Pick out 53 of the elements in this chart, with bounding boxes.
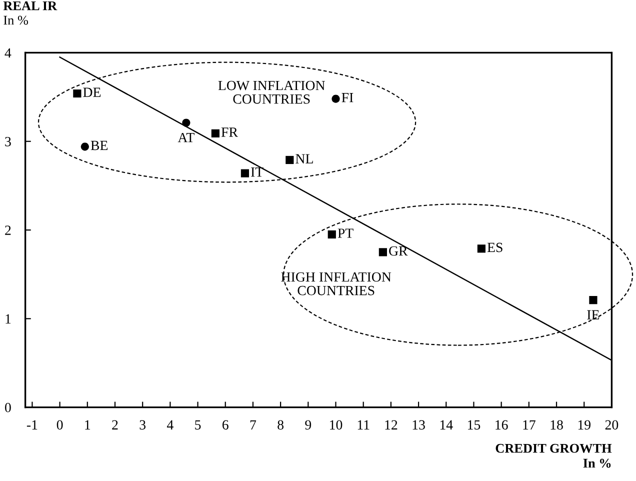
x-tick-label: 0 bbox=[56, 420, 63, 430]
annotation: LOW INFLATION COUNTRIES bbox=[218, 80, 325, 104]
y-tick-label: 3 bbox=[5, 136, 11, 146]
annotation: GR bbox=[389, 246, 408, 256]
x-tick-label: 16 bbox=[496, 420, 508, 430]
x-tick-label: 18 bbox=[550, 420, 563, 430]
annotation: DE bbox=[83, 88, 101, 97]
annotation: ES bbox=[487, 242, 502, 252]
y-tick-label: 2 bbox=[5, 226, 11, 235]
point bbox=[477, 244, 486, 253]
point bbox=[182, 118, 190, 127]
y-tick-label: 0 bbox=[5, 402, 11, 412]
y-axis-title: REAL IR In % bbox=[3, 1, 58, 25]
x-tick-label: 13 bbox=[412, 420, 425, 430]
x-tick-label: 19 bbox=[578, 420, 590, 430]
x-tick-label: 2 bbox=[112, 420, 118, 430]
point bbox=[211, 129, 220, 138]
x-tick-label: 3 bbox=[140, 420, 146, 430]
annotation: PT bbox=[338, 228, 354, 238]
point bbox=[80, 142, 89, 151]
x-tick-label: 7 bbox=[250, 420, 256, 430]
point bbox=[332, 94, 340, 103]
x-tick-label: 1 bbox=[85, 420, 90, 430]
annotation: FI bbox=[342, 93, 354, 102]
x-tick-label: 6 bbox=[222, 420, 228, 430]
x-tick-label: 5 bbox=[195, 420, 201, 430]
x-axis-title: CREDIT GROWTH In % bbox=[496, 444, 612, 468]
x-tick-label: -1 bbox=[26, 420, 38, 430]
annotation: AT bbox=[178, 132, 194, 142]
x-tick-label: 10 bbox=[330, 420, 342, 430]
annotation: FR bbox=[221, 128, 238, 137]
y-tick-label: 1 bbox=[6, 314, 11, 324]
annotation: BE bbox=[90, 140, 108, 150]
y-tick-label: 4 bbox=[4, 48, 12, 58]
point bbox=[589, 296, 598, 304]
x-tick-label: 9 bbox=[305, 420, 312, 430]
annotation: IE bbox=[587, 310, 600, 320]
x-tick-label: 17 bbox=[523, 420, 536, 430]
point bbox=[328, 230, 336, 238]
point bbox=[378, 248, 387, 256]
x-tick-label: 12 bbox=[385, 420, 398, 430]
x-tick-label: 14 bbox=[440, 420, 453, 430]
x-tick-label: 11 bbox=[358, 420, 370, 430]
point bbox=[240, 169, 250, 178]
annotation: NL bbox=[296, 154, 313, 164]
annotation: HIGH INFLATION COUNTRIES bbox=[281, 272, 392, 296]
x-tick-label: 20 bbox=[605, 420, 618, 430]
annotation: IT bbox=[251, 168, 264, 177]
point bbox=[286, 156, 294, 164]
x-tick-label: 15 bbox=[468, 420, 480, 430]
point bbox=[73, 89, 82, 98]
x-tick-label: 4 bbox=[166, 420, 174, 430]
x-tick-label: 8 bbox=[278, 420, 284, 430]
